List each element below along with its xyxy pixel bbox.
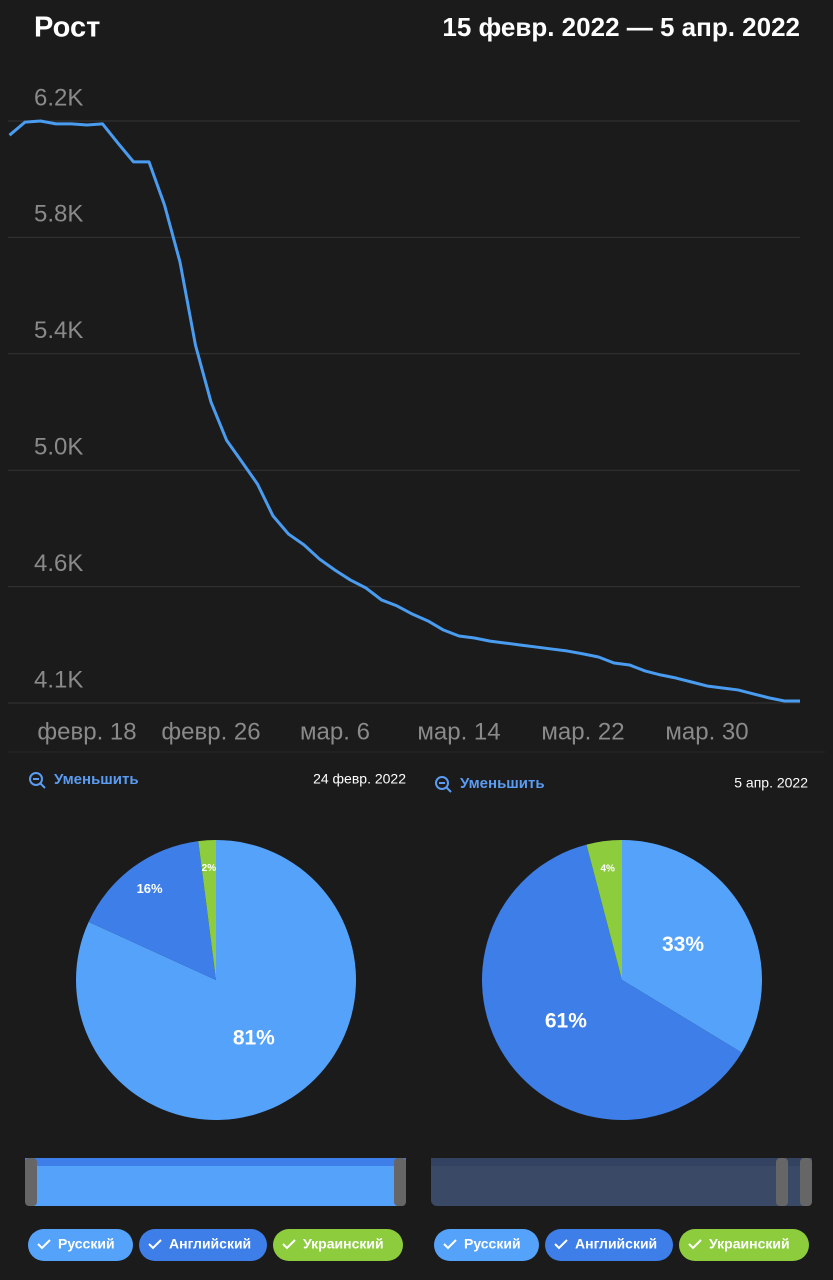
pie-slice <box>198 840 216 980</box>
navigator-handle[interactable] <box>800 1158 812 1206</box>
x-tick-label: мар. 30 <box>665 718 748 745</box>
legend-button[interactable]: Английский <box>545 1229 673 1261</box>
y-tick-label: 5.0K <box>34 434 83 461</box>
navigator-handle[interactable] <box>394 1158 406 1206</box>
legend-label[interactable]: Украинский <box>303 1236 384 1252</box>
legend-button[interactable]: Русский <box>434 1229 539 1261</box>
navigator-handle[interactable] <box>25 1158 37 1206</box>
legend-check[interactable] <box>443 1239 457 1250</box>
zoom-icon[interactable] <box>39 782 46 789</box>
x-tick-label: февр. 26 <box>161 718 260 745</box>
legend-pill[interactable] <box>679 1229 809 1261</box>
x-tick-label: мар. 22 <box>541 718 624 745</box>
legend-label[interactable]: Английский <box>169 1236 251 1252</box>
pie-date: 5 апр. 2022 <box>734 775 808 791</box>
chart-title: Рост <box>34 12 100 44</box>
x-tick-label: февр. 18 <box>37 718 136 745</box>
legend-label[interactable]: Украинский <box>709 1236 790 1252</box>
x-tick-label: мар. 6 <box>300 718 370 745</box>
zoom-icon[interactable] <box>435 776 449 790</box>
navigator <box>431 1158 812 1206</box>
pie-slice <box>75 840 356 1121</box>
slice-label: 33% <box>662 933 704 956</box>
navigator-handle[interactable] <box>776 1158 788 1206</box>
legend-check[interactable] <box>554 1239 568 1250</box>
zoom-icon[interactable] <box>29 772 43 786</box>
pie-slice <box>481 844 742 1120</box>
slice-label: 2% <box>202 863 217 874</box>
legend-label[interactable]: Английский <box>575 1236 657 1252</box>
slice-label: 16% <box>137 881 163 896</box>
legend-pill[interactable] <box>545 1229 673 1261</box>
legend-check[interactable] <box>282 1239 296 1250</box>
date-range: 15 февр. 2022 — 5 апр. 2022 <box>442 12 800 42</box>
slice-label: 4% <box>600 864 615 875</box>
zoom-icon[interactable] <box>445 786 452 793</box>
legend-button[interactable]: Украинский <box>273 1229 403 1261</box>
y-tick-label: 4.1K <box>34 666 83 693</box>
navigator <box>25 1158 406 1206</box>
legend-button[interactable]: Украинский <box>679 1229 809 1261</box>
legend-label[interactable]: Русский <box>58 1236 115 1252</box>
zoom-out-label[interactable]: Уменьшить <box>54 771 139 788</box>
line <box>8 119 800 703</box>
legend-pill[interactable] <box>139 1229 267 1261</box>
legend-pill[interactable] <box>434 1229 539 1261</box>
pie-slice <box>586 840 622 980</box>
pie-slice <box>88 841 216 980</box>
navigator-band <box>431 1158 812 1166</box>
y-tick-label: 5.8K <box>34 201 83 228</box>
legend-pill[interactable] <box>28 1229 133 1261</box>
legend-label[interactable]: Русский <box>464 1236 521 1252</box>
x-tick-label: мар. 14 <box>417 718 500 745</box>
y-tick-label: 5.4K <box>34 317 83 344</box>
legend-pill[interactable] <box>273 1229 403 1261</box>
zoom-out-label[interactable]: Уменьшить <box>460 775 545 792</box>
slice-label: 81% <box>233 1026 275 1049</box>
legend-button[interactable]: Английский <box>139 1229 267 1261</box>
pie-slice <box>622 840 762 1053</box>
pie-date: 24 февр. 2022 <box>313 771 406 787</box>
y-tick-label: 4.6K <box>34 550 83 577</box>
legend-check[interactable] <box>688 1239 702 1250</box>
legend-check[interactable] <box>37 1239 51 1250</box>
legend-check[interactable] <box>148 1239 162 1250</box>
navigator-band <box>25 1158 406 1166</box>
slice-label: 61% <box>545 1009 587 1032</box>
zoom-out-button[interactable]: Уменьшить <box>435 775 545 793</box>
legend-button[interactable]: Русский <box>28 1229 133 1261</box>
y-tick-label: 6.2K <box>34 84 83 111</box>
zoom-out-button[interactable]: Уменьшить <box>29 771 139 789</box>
